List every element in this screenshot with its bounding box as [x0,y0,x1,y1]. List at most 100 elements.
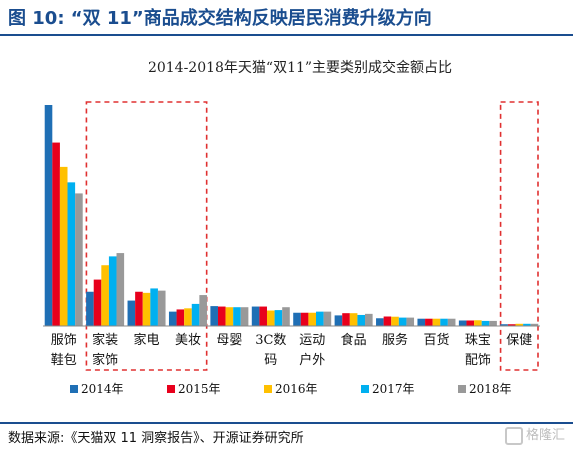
bar-2014年-母婴 [210,306,218,326]
bar-2016年-珠宝配饰 [474,320,482,326]
title-divider [0,34,573,36]
bar-2014年-服饰鞋包 [44,105,53,326]
x-tick-label-line: 百货 [423,332,449,348]
footer-divider [0,422,573,424]
x-tick-label-line: 配饰 [465,353,491,368]
watermark-logo-icon [504,426,523,445]
legend-item: 2017年 [361,382,415,396]
x-tick-label-line: 户外 [299,352,325,368]
bar-2015年-运动户外 [300,312,309,326]
legend-item: 2014年 [70,382,124,396]
bar-2015年-百货 [425,318,433,326]
x-tick-label-line: 家饰 [92,352,118,368]
x-tick-label-line: 3C数 [255,333,286,348]
legend-label: 2018年 [469,382,512,396]
x-tick-label-line: 食品 [341,332,367,348]
bar-2016年-美妆 [184,308,192,326]
x-tick-label: 家电 [133,332,159,348]
bar-2016年-3C数码 [266,310,275,326]
legend-item: 2015年 [167,382,221,396]
bar-2014年-保健 [500,324,508,326]
legend-swatch [458,385,466,393]
bar-2015年-服饰鞋包 [52,142,60,326]
highlight-box-1 [85,101,208,371]
x-tick-label-line: 美妆 [175,333,201,348]
bar-2015年-保健 [507,324,516,326]
bar-2015年-3C数码 [259,306,267,326]
bar-2017年-美妆 [191,303,200,326]
x-tick-label-line: 鞋包 [51,352,77,368]
bar-2018年-运动户外 [323,311,332,326]
x-tick-label: 母婴 [216,333,242,348]
x-tick-label-line: 服饰 [51,333,77,348]
bar-2018年-服务 [406,317,415,326]
bar-2018年-家电 [157,290,166,326]
bar-2014年-运动户外 [293,312,301,326]
bar-2017年-保健 [523,323,531,326]
bar-2017年-食品 [357,314,366,326]
legend-label: 2016年 [275,382,318,396]
bar-2018年-百货 [447,318,456,326]
x-tick-label: 保健 [506,333,532,348]
x-tick-label-line: 珠宝 [465,333,491,348]
bar-2016年-家电 [142,292,151,326]
bar-2016年-家装家饰 [101,265,109,326]
bar-2015年-食品 [342,313,350,326]
x-tick-label-line: 运动 [299,333,325,348]
bar-2017年-服饰鞋包 [67,182,76,326]
bar-2014年-服务 [376,318,384,326]
bar-2018年-母婴 [240,307,249,326]
bar-2017年-家装家饰 [108,256,117,326]
bar-2017年-3C数码 [274,310,283,326]
x-tick-label-line: 保健 [506,333,532,348]
bar-2017年-母婴 [233,307,241,326]
x-tick-label-line: 家装 [92,332,118,348]
bar-2016年-保健 [515,323,524,326]
legend-item: 2018年 [458,382,512,396]
x-tick-label: 美妆 [175,333,201,348]
x-tick-label-line: 服务 [382,332,408,348]
chart-title: 2014-2018年天猫“双11”主要类别成交金额占比 [148,59,452,76]
figure-title: 图 10: “双 11”商品成交结构反映居民消费升级方向 [8,8,432,29]
bar-2015年-服务 [383,316,392,326]
bar-2014年-3C数码 [251,306,260,326]
bar-2014年-百货 [417,318,426,326]
bar-2017年-家电 [150,288,158,326]
bar-2017年-珠宝配饰 [481,320,490,326]
bar-2018年-珠宝配饰 [489,320,497,326]
watermark-text: 格隆汇 [525,428,565,443]
legend-label: 2017年 [372,382,415,396]
bar-2014年-家装家饰 [86,291,94,327]
bar-2016年-母婴 [225,307,234,326]
bar-2016年-百货 [432,318,441,326]
bar-2017年-服务 [398,317,407,326]
bar-2014年-美妆 [168,311,177,326]
bar-2017年-运动户外 [316,311,324,326]
bar-2018年-服饰鞋包 [75,193,83,326]
bar-2015年-珠宝配饰 [466,320,475,327]
bar-2014年-珠宝配饰 [458,320,467,327]
bar-2018年-食品 [365,313,373,326]
x-tick-label-line: 母婴 [216,333,242,348]
bar-2016年-食品 [349,313,358,326]
bar-2016年-运动户外 [308,312,317,326]
x-tick-label-line: 码 [264,353,277,368]
highlight-box-2 [499,101,539,371]
bar-2015年-家装家饰 [93,279,102,326]
watermark: 格隆汇 [504,424,565,445]
source-note: 数据来源:《天猫双 11 洞察报告》、开源证券研究所 [8,431,304,446]
x-tick-label: 百货 [423,332,449,348]
legend-swatch [70,385,78,393]
bar-2018年-保健 [530,323,539,326]
legend-label: 2014年 [81,382,124,396]
legend-swatch [167,385,175,393]
bar-2015年-母婴 [217,306,226,326]
x-tick-label: 服务 [382,332,408,348]
x-tick-label-line: 家电 [133,332,159,348]
bar-2015年-家电 [135,291,143,327]
